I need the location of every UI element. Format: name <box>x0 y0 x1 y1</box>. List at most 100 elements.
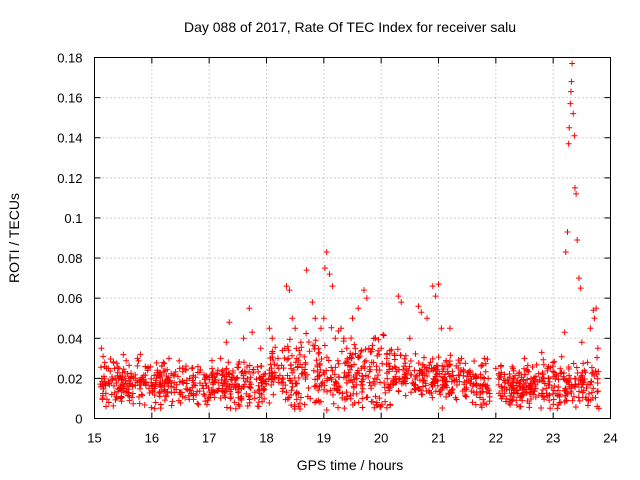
data-point <box>161 388 168 395</box>
data-point <box>331 381 338 388</box>
data-point <box>292 325 299 332</box>
data-point <box>503 386 510 393</box>
data-point <box>208 357 215 364</box>
data-point <box>114 364 121 371</box>
data-point <box>340 335 347 342</box>
data-point <box>99 395 106 402</box>
data-point <box>347 366 354 373</box>
data-point <box>313 357 320 364</box>
data-point <box>356 353 363 360</box>
data-point <box>153 359 160 366</box>
data-point <box>513 386 520 393</box>
data-point <box>370 335 377 342</box>
data-point <box>594 388 601 395</box>
data-point <box>503 395 510 402</box>
data-point <box>227 376 234 383</box>
data-point <box>482 360 489 367</box>
data-point <box>473 391 480 398</box>
data-point <box>386 347 393 354</box>
data-point <box>582 369 589 376</box>
data-point <box>298 344 305 351</box>
data-point <box>432 373 439 380</box>
data-point <box>247 374 254 381</box>
data-point <box>361 358 368 365</box>
data-point <box>218 376 225 383</box>
data-point <box>469 399 476 406</box>
data-point <box>412 386 419 393</box>
data-point <box>480 396 487 403</box>
data-point <box>421 363 428 370</box>
data-point <box>176 357 183 364</box>
data-point <box>375 372 382 379</box>
data-point <box>265 375 272 382</box>
data-point <box>291 403 298 410</box>
data-point <box>325 357 332 364</box>
data-point <box>359 385 366 392</box>
data-point <box>374 402 381 409</box>
data-point <box>286 287 293 294</box>
data-point <box>344 393 351 400</box>
data-point <box>348 335 355 342</box>
data-point <box>115 388 122 395</box>
data-point <box>368 359 375 366</box>
data-point <box>321 265 328 272</box>
data-point <box>541 393 548 400</box>
data-point <box>387 402 394 409</box>
data-point <box>424 372 431 379</box>
data-point <box>372 393 379 400</box>
data-point <box>349 379 356 386</box>
data-point <box>283 283 290 290</box>
data-point <box>381 384 388 391</box>
data-point <box>360 287 367 294</box>
data-point <box>578 339 585 346</box>
data-point <box>539 393 546 400</box>
data-point <box>180 379 187 386</box>
data-point <box>520 376 527 383</box>
data-point <box>510 367 517 374</box>
data-point <box>431 378 438 385</box>
data-point <box>570 360 577 367</box>
data-point <box>412 376 419 383</box>
data-point <box>496 370 503 377</box>
data-point <box>323 354 330 361</box>
data-point <box>595 388 602 395</box>
data-point <box>568 78 575 85</box>
data-point <box>130 375 137 382</box>
x-tick-label: 15 <box>87 431 101 446</box>
data-point <box>566 381 573 388</box>
data-point <box>446 325 453 332</box>
data-point <box>328 324 335 331</box>
data-point <box>120 366 127 373</box>
x-tick-label: 16 <box>145 431 159 446</box>
data-point <box>355 399 362 406</box>
data-point <box>425 368 432 375</box>
data-point <box>183 385 190 392</box>
data-point <box>335 360 342 367</box>
data-point <box>281 355 288 362</box>
data-point <box>365 345 372 352</box>
data-point <box>577 374 584 381</box>
data-point <box>101 375 108 382</box>
data-point <box>509 363 516 370</box>
data-point <box>377 403 384 410</box>
data-point <box>501 371 508 378</box>
data-point <box>456 378 463 385</box>
data-point <box>203 401 210 408</box>
data-point <box>416 370 423 377</box>
y-tick-label: 0.06 <box>57 291 82 306</box>
data-point <box>261 395 268 402</box>
data-point <box>236 359 243 366</box>
data-point <box>329 391 336 398</box>
data-point <box>362 346 369 353</box>
data-point <box>594 354 601 361</box>
data-point <box>129 381 136 388</box>
data-point <box>561 376 568 383</box>
data-point <box>439 405 446 412</box>
data-point <box>223 339 230 346</box>
data-point <box>499 387 506 394</box>
data-point <box>510 375 517 382</box>
data-point <box>426 362 433 369</box>
data-point <box>316 398 323 405</box>
data-point <box>315 387 322 394</box>
data-point <box>293 389 300 396</box>
